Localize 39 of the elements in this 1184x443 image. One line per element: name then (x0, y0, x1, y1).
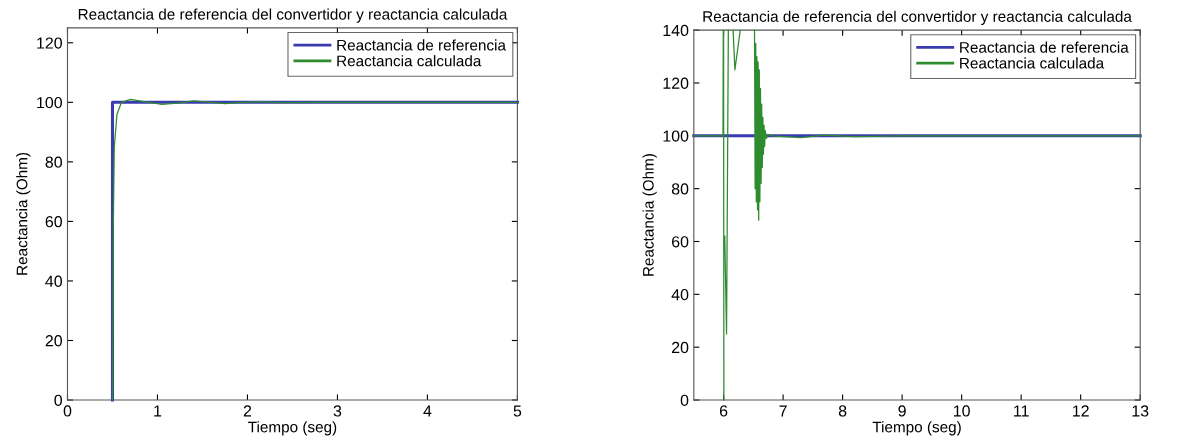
y-tick-label: 120 (37, 37, 62, 49)
y-axis-title: Reactancia (Ohm) (642, 154, 657, 276)
legend-label: Reactancia de referencia (337, 39, 506, 51)
y-tick-label: 40 (671, 288, 689, 301)
y-tick-label: 20 (45, 335, 62, 347)
y-tick-label: 0 (680, 394, 689, 406)
legend-label: Reactancia de referencia (960, 41, 1129, 53)
x-tick-label: 3 (333, 405, 342, 417)
y-tick-label: 80 (45, 156, 62, 168)
y-tick-label: 60 (45, 216, 62, 228)
y-tick-label: 120 (663, 77, 689, 89)
chart-title: Reactancia de referencia del convertidor y reactancia calculada (78, 8, 508, 23)
y-tick-label: 80 (671, 183, 689, 195)
x-tick-label: 8 (838, 405, 847, 417)
y-tick-label: 100 (663, 130, 689, 142)
x-tick-label: 2 (243, 405, 252, 417)
x-tick-label: 1 (154, 405, 162, 417)
y-tick-label: 0 (54, 394, 62, 406)
y-tick-label: 40 (45, 275, 62, 287)
y-tick-label: 100 (37, 96, 62, 109)
legend-label: Reactancia calculada (337, 55, 482, 67)
x-tick-label: 5 (513, 405, 522, 417)
y-tick-label: 140 (663, 24, 689, 37)
y-tick-label: 20 (672, 341, 689, 354)
x-tick-label: 7 (779, 405, 787, 417)
legend-label: Reactancia calculada (960, 57, 1105, 69)
x-axis-title: Tiempo (seg) (248, 421, 337, 436)
x-tick-label: 11 (1014, 405, 1029, 417)
y-tick-label: 60 (672, 236, 689, 248)
x-tick-label: 0 (63, 405, 72, 417)
x-axis-title: Tiempo (seg) (872, 421, 961, 436)
chart-title: Reactancia de referencia del convertidor y reactancia calculada (703, 10, 1132, 25)
y-axis-title: Reactancia (Ohm) (16, 152, 31, 275)
x-tick-label: 13 (1132, 405, 1149, 417)
x-tick-label: 12 (1073, 405, 1089, 417)
x-tick-label: 6 (719, 405, 728, 417)
x-tick-label: 4 (423, 405, 432, 417)
x-tick-label: 9 (898, 405, 906, 417)
x-tick-label: 10 (953, 405, 970, 417)
